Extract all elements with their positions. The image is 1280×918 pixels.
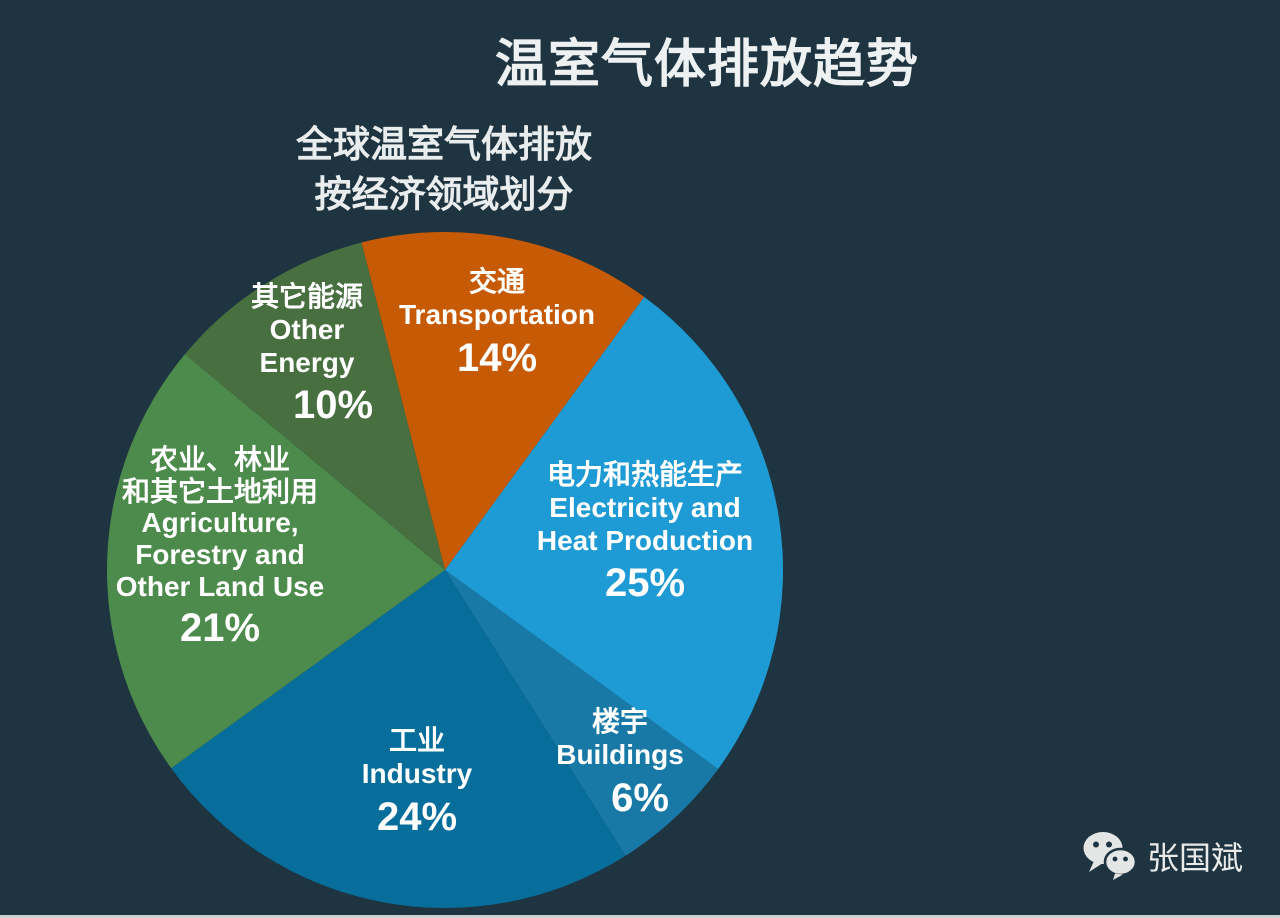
slice-label-en: Energy <box>259 346 355 378</box>
pie-chart-container <box>107 232 783 908</box>
slice-percent: 25% <box>604 561 686 606</box>
slice-percent: 24% <box>376 794 458 839</box>
bottom-divider-line <box>0 915 1280 918</box>
slice-label-zh: 其它能源 <box>250 281 363 312</box>
slice-label-en: Heat Production <box>536 524 754 556</box>
pie-slice-agriculture-forestry-land-use <box>107 354 446 769</box>
slice-label-en: Other <box>269 313 345 345</box>
slice-label-en: Electricity and <box>549 491 741 523</box>
slice-label-en: Agriculture, <box>141 507 299 539</box>
chart-subtitle-line-2: 按经济领域划分 <box>314 173 574 215</box>
slice-percent: 6% <box>611 775 669 820</box>
slice-label-en: Industry <box>361 757 473 789</box>
watermark-text: 张国斌 <box>1147 840 1244 876</box>
slice-label-transportation: 交通 Transportation 14% <box>377 266 617 380</box>
chart-subtitle: 全球温室气体排放 按经济领域划分 <box>244 120 644 220</box>
slice-label-en: Transportation <box>398 298 595 330</box>
pie-chart <box>107 232 783 908</box>
slice-label-industry: 工业 Industry 24% <box>337 725 497 839</box>
slice-percent: 21% <box>179 606 261 651</box>
slice-label-buildings: 楼宇 Buildings 6% <box>545 706 695 820</box>
pie-slice-buildings <box>445 570 719 856</box>
slice-percent: 14% <box>456 335 538 380</box>
slice-label-zh: 楼宇 <box>591 706 648 737</box>
slice-label-en: Buildings <box>556 738 684 770</box>
wechat-logo-icon <box>1083 832 1138 880</box>
slice-label-en: Forestry and <box>135 538 305 570</box>
pie-slice-transportation <box>361 232 645 570</box>
wechat-watermark: 张国斌 <box>1082 831 1243 881</box>
pie-slice-industry <box>171 570 626 908</box>
chart-subtitle-line-1: 全球温室气体排放 <box>296 124 592 165</box>
pie-slice-electricity-heat <box>445 296 783 770</box>
slice-label-en: Other Land Use <box>115 570 325 602</box>
slice-label-zh: 工业 <box>388 725 445 756</box>
slice-label-other-energy: 其它能源 Other Energy 10% <box>227 281 387 427</box>
slice-label-zh: 电力和热能生产 <box>546 459 743 490</box>
slice-percent: 10% <box>292 383 374 428</box>
slice-label-electricity-heat: 电力和热能生产 Electricity and Heat Production … <box>515 459 775 605</box>
pie-slice-other-energy <box>184 242 445 570</box>
slice-label-zh: 和其它土地利用 <box>121 475 318 507</box>
slice-label-zh: 农业、林业 <box>149 444 290 475</box>
page-title: 温室气体排放趋势 <box>494 36 919 94</box>
slice-label-agriculture-forestry-land-use: 农业、林业 和其它土地利用 Agriculture, Forestry and … <box>90 444 350 650</box>
slice-label-zh: 交通 <box>468 266 525 297</box>
